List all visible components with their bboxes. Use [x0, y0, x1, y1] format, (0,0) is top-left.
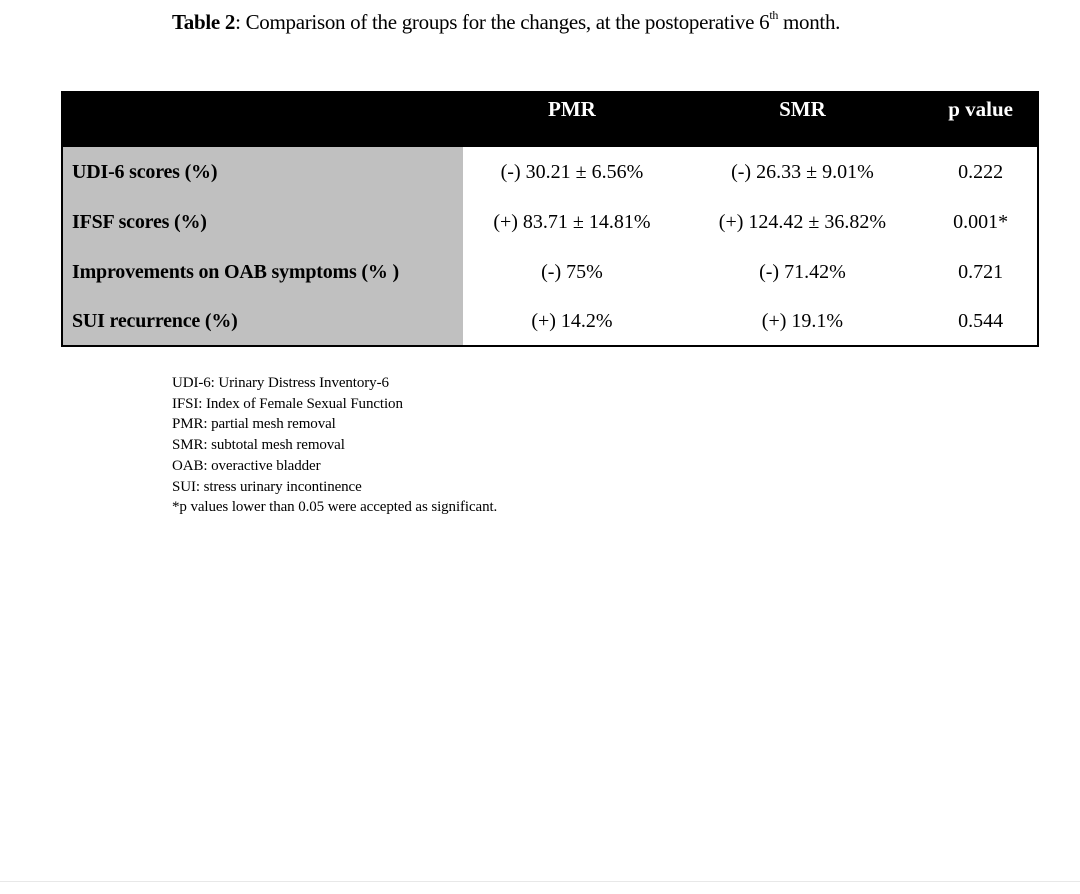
caption-superscript: th — [769, 8, 779, 22]
cell-smr: (-) 26.33 ± 9.01% — [731, 160, 874, 183]
cell-p-value: 0.222 — [958, 160, 1004, 183]
footnote: SUI: stress urinary incontinence — [172, 478, 362, 495]
footnote: *p values lower than 0.05 were accepted … — [172, 499, 498, 516]
table-header-row: PMR SMR p value — [62, 92, 1038, 147]
cell-pmr: (+) 83.71 ± 14.81% — [493, 210, 651, 233]
footnote: PMR: partial mesh removal — [172, 416, 336, 433]
cell-pmr: (-) 75% — [541, 260, 603, 283]
table-row: SUI recurrence (%) (+) 14.2% (+) 19.1% 0… — [62, 297, 1038, 346]
row-label: UDI-6 scores (%) — [62, 147, 464, 197]
table-row: IFSF scores (%) (+) 83.71 ± 14.81% (+) 1… — [62, 197, 1038, 247]
header-p-value: p value — [948, 97, 1013, 121]
caption-label: Table 2 — [172, 10, 236, 34]
table-footnotes: UDI-6: Urinary Distress Inventory-6 IFSI… — [172, 373, 497, 518]
cell-p-value: 0.544 — [958, 309, 1004, 332]
cell-smr: (+) 124.42 ± 36.82% — [718, 210, 887, 233]
cell-smr: (-) 71.42% — [759, 260, 846, 283]
caption-text: : Comparison of the groups for the chang… — [235, 10, 770, 34]
cell-pmr: (+) 14.2% — [531, 309, 613, 332]
table-caption: Table 2: Comparison of the groups for th… — [172, 8, 841, 35]
footnote: UDI-6: Urinary Distress Inventory-6 — [172, 375, 389, 391]
table-row: Improvements on OAB symptoms (% ) (-) 75… — [62, 247, 1038, 297]
cell-smr: (+) 19.1% — [761, 309, 844, 332]
row-label: SUI recurrence (%) — [62, 297, 464, 346]
header-pmr: PMR — [548, 97, 596, 121]
cell-p-value: 0.001* — [953, 210, 1009, 233]
header-smr: SMR — [779, 97, 826, 121]
cell-p-value: 0.721 — [958, 260, 1004, 283]
header-empty — [62, 92, 463, 147]
table-row: UDI-6 scores (%) (-) 30.21 ± 6.56% (-) 2… — [62, 147, 1038, 197]
caption-text-end: month. — [778, 10, 841, 34]
footnote: IFSI: Index of Female Sexual Function — [172, 395, 403, 412]
cell-pmr: (-) 30.21 ± 6.56% — [500, 160, 644, 183]
results-table: PMR SMR p value UDI-6 scores (%) (-) 30.… — [61, 91, 1039, 347]
page-edge-divider — [0, 881, 1080, 882]
row-label: Improvements on OAB symptoms (% ) — [62, 247, 464, 297]
footnote: SMR: subtotal mesh removal — [172, 437, 345, 454]
footnote: OAB: overactive bladder — [172, 457, 321, 474]
row-label: IFSF scores (%) — [62, 197, 464, 247]
